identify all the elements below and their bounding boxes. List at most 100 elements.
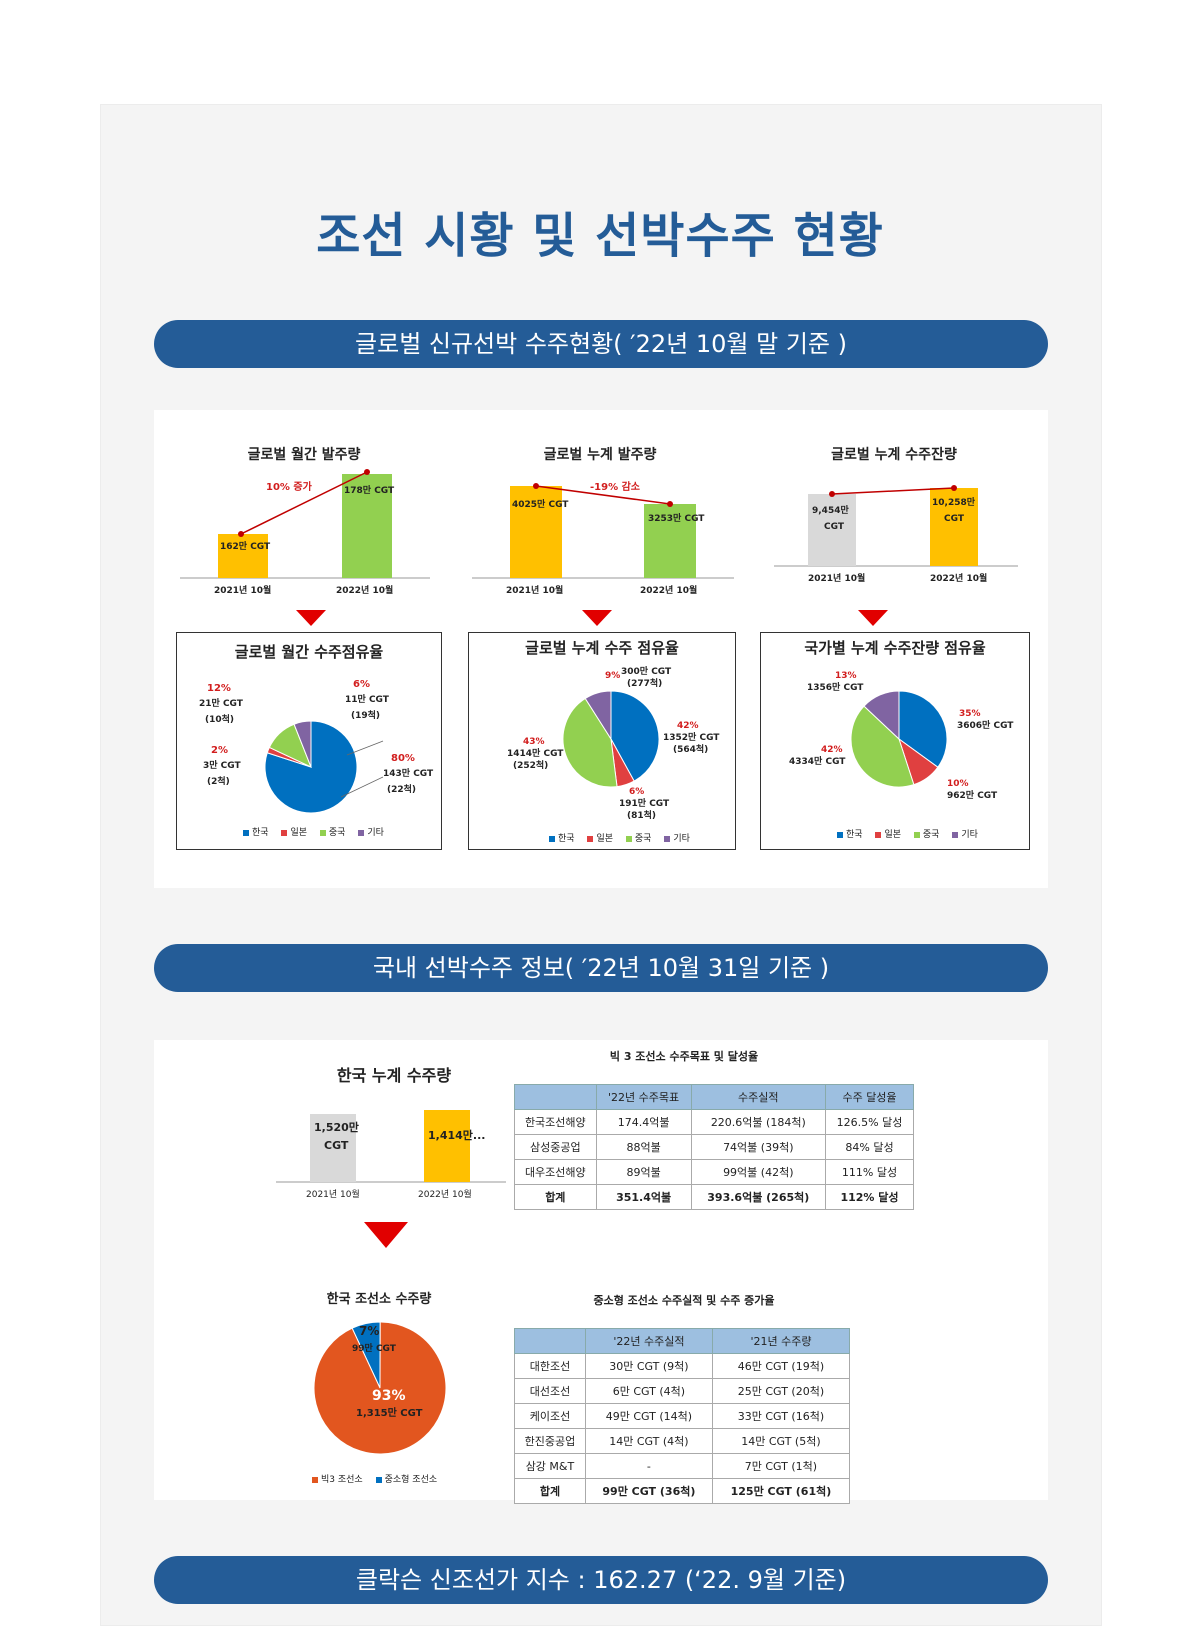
korea-cnt: (22척) [387,785,417,795]
table-cell: 14만 CGT (4척) [584,1428,713,1454]
table-cell: 220.6억불 (184척) [690,1109,827,1135]
korea-pie-title: 한국 조선소 수주량 [326,1292,432,1307]
section-header-domestic: 국내 선박수주 정보( ′22년 10월 31일 기준 ) [154,944,1048,992]
trend-point [533,483,539,489]
row-label: 대선조선 [514,1378,586,1404]
table-cell: 30만 CGT (9척) [584,1353,713,1379]
table-cell: 88억불 [595,1134,692,1160]
table-row: 케이조선 49만 CGT (14척) 33만 CGT (16척) [514,1403,851,1429]
pie-slice-china [850,705,915,788]
pie-legend: 한국 일본 중국 기타 [243,825,394,838]
japan-pct: 10% [947,779,969,789]
table-row: 한진중공업 14만 CGT (4척) 14만 CGT (5척) [514,1428,851,1454]
bar-category: 2022년 10월 [336,586,394,596]
pie-slice-other [584,690,612,741]
table-cell: 74억불 (39척) [690,1134,827,1160]
bar-value: CGT [324,1139,349,1152]
sme-table: '22년 수주실적 '21년 수주량 대한조선 30만 CGT (9척) 46만 CG… [514,1328,851,1504]
table-header-cell: '22년 수주목표 [595,1084,692,1110]
pie-title: 글로벌 월간 수주점유율 [234,643,384,661]
bar-2022-backlog [930,488,978,566]
row-label: 대우조선해양 [514,1159,597,1185]
table-cell: 125만 CGT (61척) [711,1478,851,1504]
pie-slice-china [562,697,618,788]
korea-val: 1352만 CGT [663,733,720,743]
other-val: 1356만 CGT [807,683,864,693]
korea-bar-svg [276,1110,506,1455]
table-cell: 351.4억불 [595,1184,692,1210]
pie-slice-big3 [313,1321,447,1455]
table-header-cell: 수주실적 [690,1084,827,1110]
table-cell: 99억불 (42척) [690,1159,827,1185]
table-row: 합계 99만 CGT (36척) 125만 CGT (61척) [514,1478,851,1504]
monthly-orders-title: 글로벌 월간 발주량 [247,447,361,463]
down-arrow-icon [296,610,326,626]
backlog-title: 글로벌 누계 수주잔량 [831,447,957,463]
table-cell: 174.4억불 [595,1109,692,1135]
row-label: 대한조선 [514,1353,586,1379]
korea-val: 3606만 CGT [957,721,1014,731]
table-row: 삼성중공업 88억불 74억불 (39척) 84% 달성 [514,1134,914,1160]
korea-pct: 35% [959,709,981,719]
table-cell: 393.6억불 (265척) [690,1184,827,1210]
table-header-row: '22년 수주실적 '21년 수주량 [514,1328,851,1354]
row-label: 삼성중공업 [514,1134,597,1160]
global-bars-svg [180,469,1018,579]
down-arrow-icon [858,610,888,626]
bar-value: 9,454만 [812,506,849,516]
row-label: 한국조선해양 [514,1109,597,1135]
table-cell: 112% 달성 [825,1184,914,1210]
china-pct: 42% [821,745,843,755]
trend-point [238,531,244,537]
bar-2021-cumulative [510,486,562,578]
japan-val: 3만 CGT [203,761,241,771]
big3-table: '22년 수주목표 수주실적 수주 달성율 한국조선해양 174.4억불 220.6억불… [514,1084,914,1210]
pie-title: 국가별 누계 수주잔량 점유율 [804,639,986,657]
bar-category: 2022년 10월 [930,574,988,584]
big3-pct: 93% [372,1388,406,1404]
korea-val: 143만 CGT [383,769,434,779]
japan-cnt: (81척) [627,811,657,821]
bar-2021-monthly [218,534,268,578]
sme-table-title: 중소형 조선소 수주실적 및 수주 증가율 [593,1294,775,1307]
other-pct: 13% [835,671,857,681]
bar-value: CGT [944,514,964,524]
other-val: 300만 CGT [621,667,672,677]
pie-legend: 한국 일본 중국 기타 [837,827,988,840]
korea-pct: 80% [391,753,415,764]
trend-line-3 [831,487,955,495]
down-arrow-icon [364,1222,408,1248]
trend-line-1 [240,471,368,535]
pie-svg-monthly [264,720,384,814]
other-cnt: (277척) [627,679,663,689]
table-cell: 46만 CGT (19척) [711,1353,851,1379]
other-pct: 9% [605,671,621,681]
section-header-clarksons: 클락슨 신조선가 지수 : 162.27 (‘22. 9월 기준) [154,1556,1048,1604]
bar-value: 3253만 CGT [648,514,705,524]
trend-point [829,491,835,497]
korea-pct: 42% [677,721,699,731]
bar-value: 1,414만... [428,1129,486,1142]
down-arrow-icon [582,610,612,626]
table-row: 대우조선해양 89억불 99억불 (42척) 111% 달성 [514,1159,914,1185]
china-val: 1414만 CGT [507,749,564,759]
trend-point [951,485,957,491]
bar-2021-backlog [808,494,856,566]
other-cnt: (19척) [351,711,381,721]
change-label: -19% 감소 [590,482,640,493]
pie-slice-korea [898,690,948,768]
bar-value: CGT [824,522,844,532]
table-cell: 126.5% 달성 [825,1109,914,1135]
bar-2022-monthly [342,474,392,578]
table-header-cell: '22년 수주실적 [584,1328,713,1354]
domestic-orders-panel: 한국 누계 수주량 1,520만 CGT 1,414만... 2021년 10월… [154,1040,1048,1504]
sme-val: 99만 CGT [352,1344,396,1354]
table-cell: 111% 달성 [825,1159,914,1185]
trend-point [667,501,673,507]
row-label: 합계 [514,1478,586,1504]
china-val: 21만 CGT [199,699,243,709]
bar-value: 162만 CGT [220,542,271,552]
bar-category: 2021년 10월 [506,586,564,596]
pie-box-cumulative: 글로벌 누계 수주 점유율 9% 300만 CGT (277척) 42% 135… [468,632,736,850]
sme-pct: 7% [359,1324,380,1338]
